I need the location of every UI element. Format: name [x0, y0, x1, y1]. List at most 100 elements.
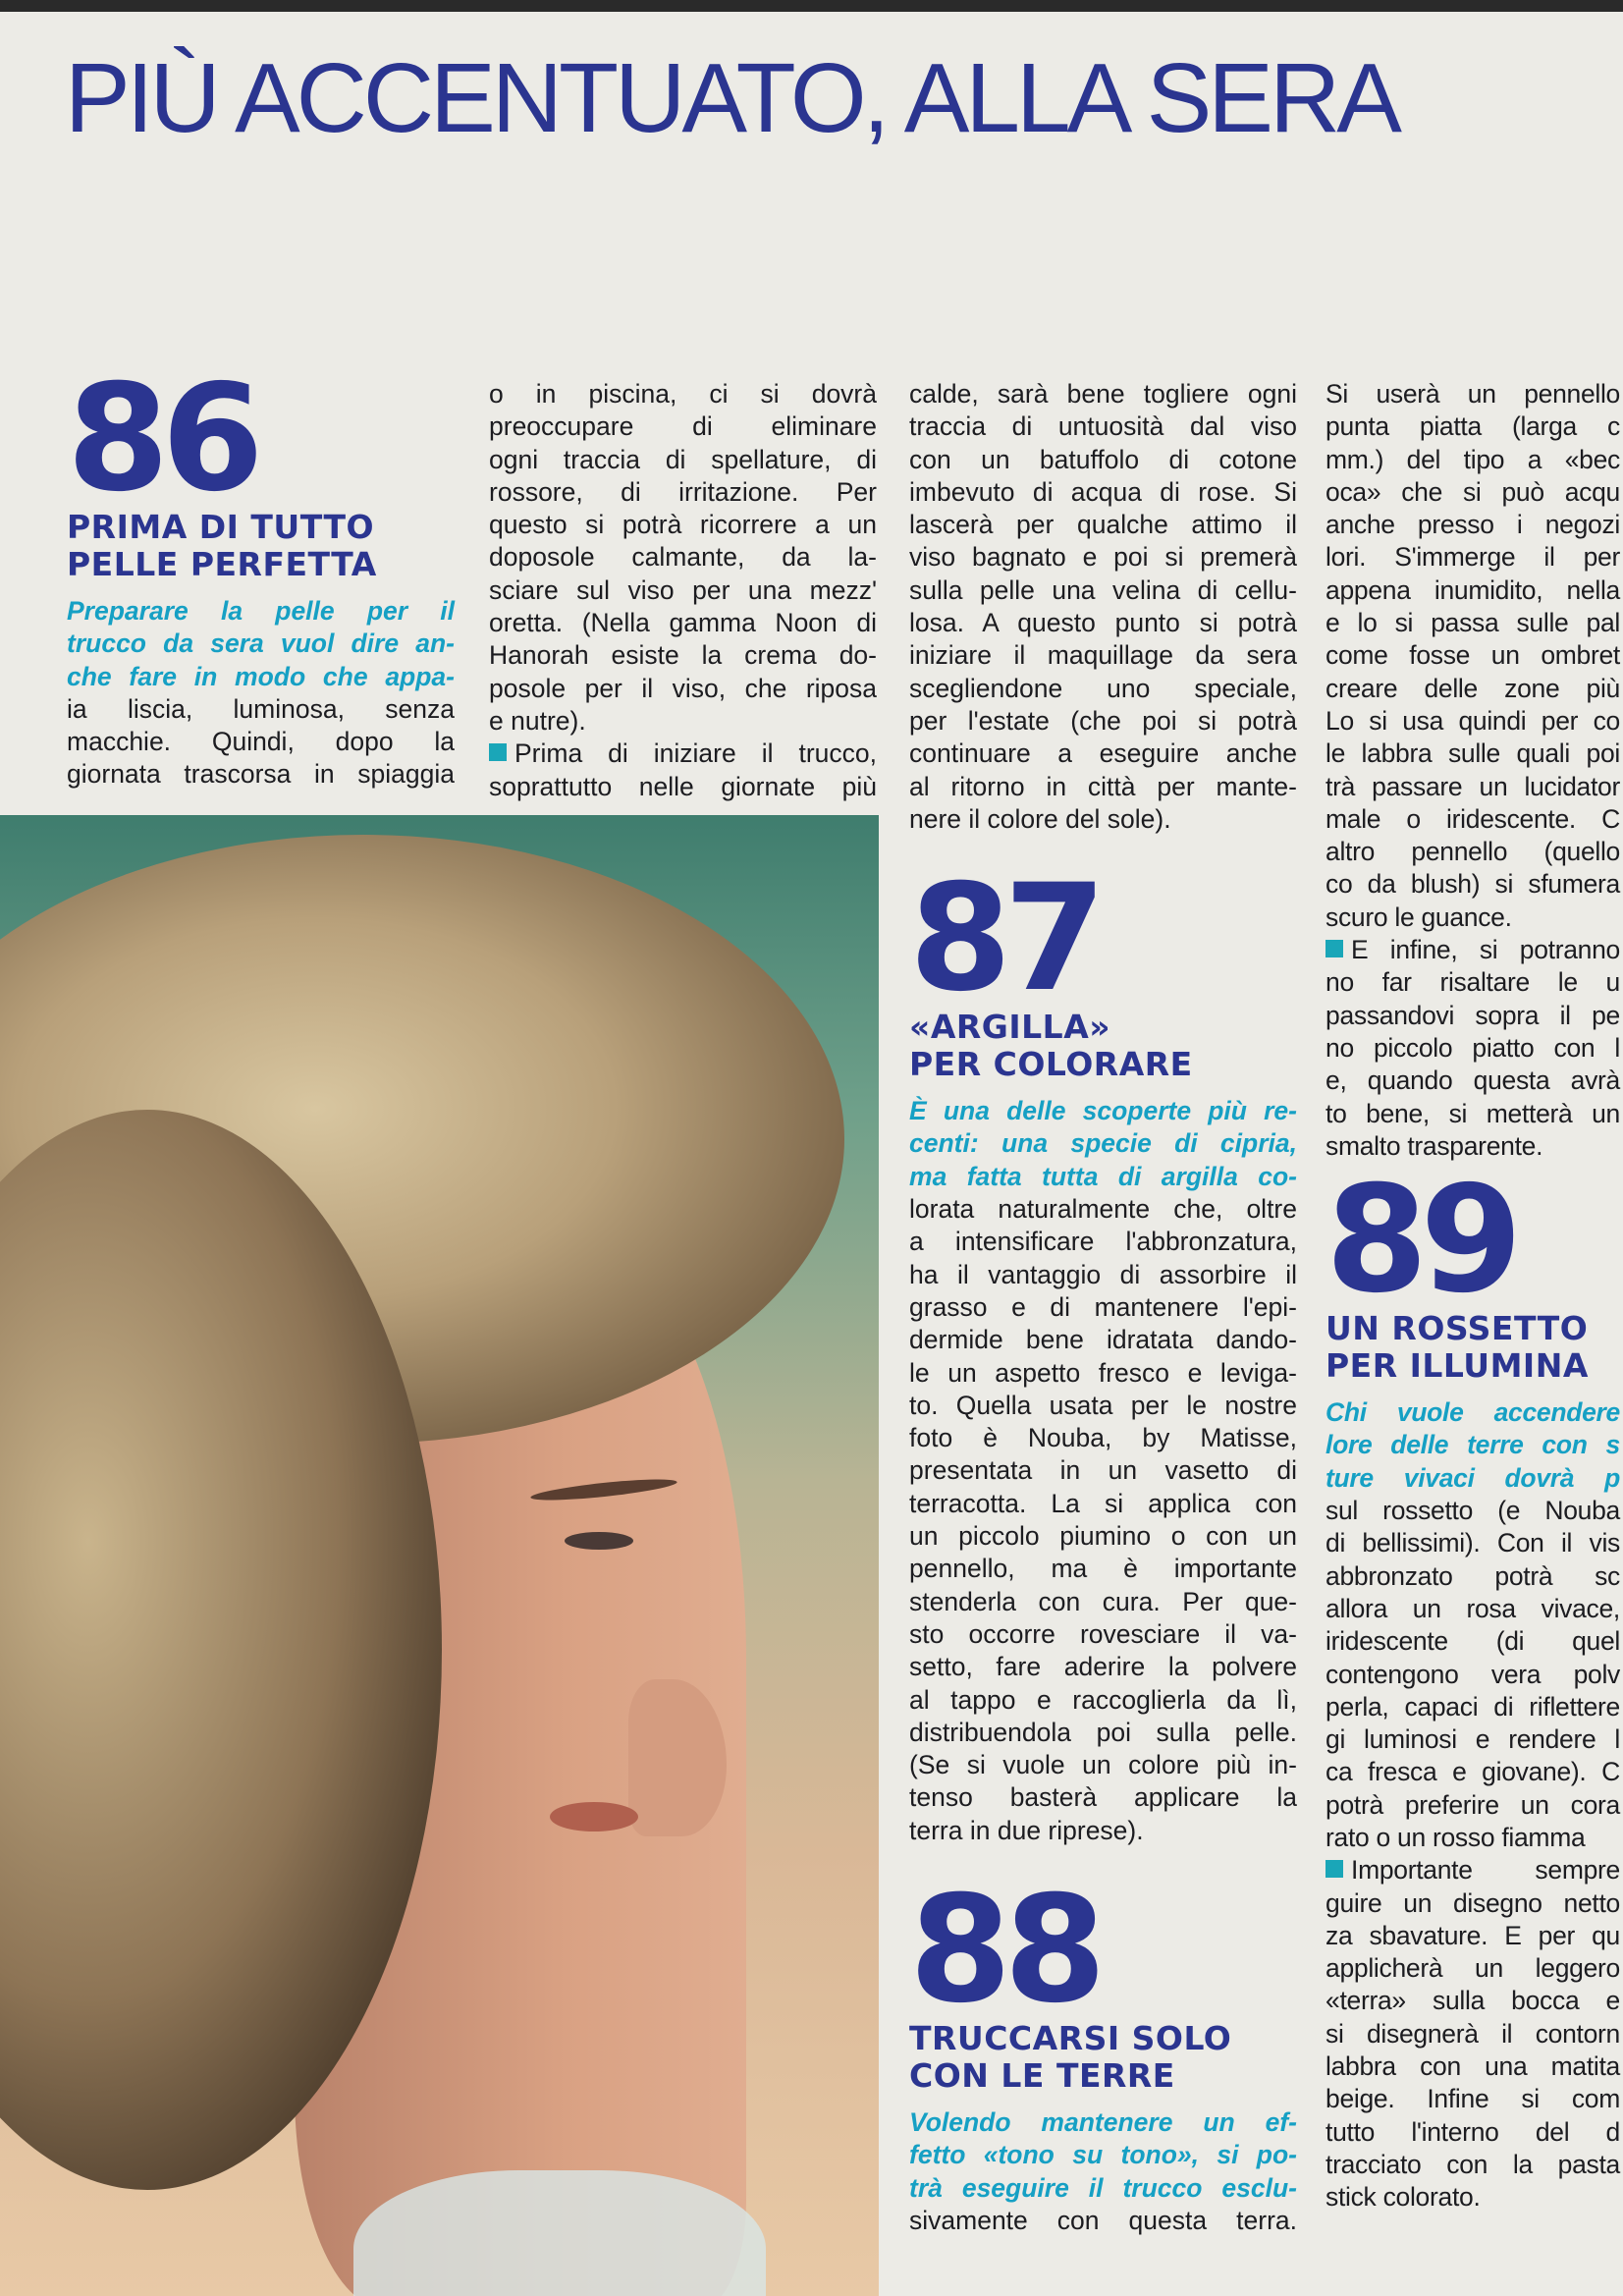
text-line: terra in due riprese).: [909, 1815, 1144, 1845]
text-line: al ritorno in città per mante-: [909, 771, 1297, 801]
text-line: posole per il viso, che riposa: [489, 673, 877, 703]
bullet-square-icon: [1325, 940, 1343, 958]
heading-line: PELLE PERFETTA: [67, 545, 377, 583]
text-line: tutto l'interno del d: [1325, 2116, 1620, 2147]
text-line: gi luminosi e rendere l: [1325, 1724, 1620, 1755]
text-line: rossore, di irritazione. Per: [489, 476, 877, 507]
section-86: 86 PRIMA DI TUTTO PELLE PERFETTA Preparar…: [67, 354, 455, 792]
text-line: sulla pelle una velina di cellu-: [909, 574, 1297, 605]
text-line: pennello, ma è importante: [909, 1554, 1297, 1584]
text-line: imbevuto di acqua di rose. Si: [909, 476, 1297, 507]
text-line: terracotta. La si applica con: [909, 1488, 1297, 1518]
section-intro: Chi vuole accendere lore delle terre con …: [1325, 1396, 1620, 1495]
text-line: Importante sempre: [1325, 1854, 1620, 1886]
text-line: perla, capaci di riflettere: [1325, 1691, 1620, 1722]
text-line: «terra» sulla bocca e: [1325, 1986, 1620, 2016]
text-span: Importante sempre: [1351, 1855, 1620, 1886]
text-line: no far risaltare le u: [1325, 967, 1620, 998]
text-line: ia liscia, luminosa, senza: [67, 693, 455, 724]
text-line: con un batuffolo di cotone: [909, 444, 1297, 474]
intro-line: centi: una specie di cipria,: [909, 1128, 1297, 1159]
text-line: tenso basterà applicare la: [909, 1782, 1297, 1813]
text-line: lascerà per qualche attimo il: [909, 510, 1297, 540]
text-line: Lo si usa quindi per co: [1325, 705, 1620, 736]
intro-line: ma fatta tutta di argilla co-: [909, 1161, 1297, 1191]
text-line: scegliendone uno speciale,: [909, 673, 1297, 703]
text-line: preoccupare di eliminare: [489, 411, 877, 442]
text-line: giornata trascorsa in spiaggia: [67, 759, 455, 790]
text-line: passandovi sopra il pe: [1325, 1000, 1620, 1030]
intro-line: Volendo mantenere un ef-: [909, 2106, 1297, 2137]
text-line: altro pennello (quello: [1325, 837, 1620, 867]
text-line: potrà preferire un cora: [1325, 1789, 1620, 1820]
text-line: applicherà un leggero: [1325, 1953, 1620, 1984]
column-3: calde, sarà bene togliere ogni traccia di…: [909, 378, 1297, 2237]
text-line: come fosse un ombret: [1325, 640, 1620, 671]
bullet-square-icon: [489, 743, 507, 762]
tip-number: 87: [909, 853, 1107, 1025]
section-88: 88 TRUCCARSI SOLO CON LE TERRE Volendo ma…: [909, 1864, 1297, 2237]
text-line: trà passare un lucidator: [1325, 771, 1620, 801]
column-text: sul rossetto (e Nouba di bellissimi). Con…: [1325, 1495, 1620, 2214]
tip-number: 86: [67, 354, 264, 524]
text-line: rato o un rosso fiamma: [1325, 1822, 1586, 1852]
section-intro: È una delle scoperte più re-centi: una s…: [909, 1095, 1297, 1193]
text-line: dermide bene idratata dando-: [909, 1325, 1297, 1355]
text-line: stick colorato.: [1325, 2182, 1481, 2213]
text-line: continuare a eseguire anche: [909, 738, 1297, 769]
section-89: 89 UN ROSSETTO PER ILLUMINA Chi vuole acc…: [1325, 1155, 1620, 2214]
text-line: al tappo e raccoglierla da lì,: [909, 1684, 1297, 1715]
intro-line: Chi vuole accendere: [1325, 1397, 1620, 1428]
text-line: oca» che si può acqu: [1325, 476, 1620, 507]
text-line: losa. A questo punto si potrà: [909, 608, 1297, 638]
tip-number: 88: [909, 1864, 1107, 2036]
text-line: creare delle zone più: [1325, 673, 1620, 703]
text-line: grasso e di mantenere l'epi-: [909, 1291, 1297, 1322]
text-line: ogni traccia di spellature, di: [489, 444, 877, 474]
intro-line: Preparare la pelle per il: [67, 596, 455, 626]
text-line: beige. Infine si com: [1325, 2084, 1620, 2114]
intro-line: fetto «tono su tono», si po-: [909, 2140, 1297, 2170]
text-line: soprattutto nelle giornate più: [489, 771, 877, 801]
intro-line: lore delle terre con s: [1325, 1430, 1620, 1460]
section-heading: PRIMA DI TUTTO PELLE PERFETTA: [67, 509, 455, 583]
text-line: lori. S'immerge il per: [1325, 542, 1620, 573]
text-line: scuro le guance.: [1325, 902, 1512, 932]
column-text: Si userà un pennello punta piatta (larga …: [1325, 378, 1620, 1163]
text-line: punta piatta (larga c: [1325, 411, 1620, 442]
heading-line: CON LE TERRE: [909, 2055, 1175, 2095]
heading-line: UN ROSSETTO: [1325, 1309, 1589, 1348]
text-line: anche presso i negozi: [1325, 510, 1620, 540]
text-line: allora un rosa vivace,: [1325, 1593, 1620, 1623]
text-line: e nutre).: [489, 705, 586, 736]
text-line: sul rossetto (e Nouba: [1325, 1496, 1620, 1526]
text-line: doposole calmante, da la-: [489, 542, 877, 573]
text-line: macchie. Quindi, dopo la: [67, 727, 455, 757]
text-line: stenderla con cura. Per que-: [909, 1586, 1297, 1616]
column-4: Si userà un pennello punta piatta (larga …: [1325, 378, 1620, 2214]
text-line: labbra con una matita: [1325, 2051, 1620, 2082]
text-line: appena inumidito, nella: [1325, 574, 1620, 605]
column-text: o in piscina, ci si dovrà preoccupare di …: [489, 378, 877, 803]
page-title: PIÙ ACCENTUATO, ALLA SERA: [65, 43, 1402, 153]
text-line: foto è Nouba, by Matisse,: [909, 1423, 1297, 1453]
text-line: oretta. (Nella gamma Noon di: [489, 608, 877, 638]
text-line: abbronzato potrà sc: [1325, 1560, 1620, 1591]
section-intro: Preparare la pelle per il trucco da sera …: [67, 595, 455, 693]
text-span: Prima di iniziare il trucco,: [514, 738, 877, 769]
heading-line: PRIMA DI TUTTO: [67, 508, 375, 546]
text-line: sto occorre rovesciare il va-: [909, 1618, 1297, 1649]
column-1: 86 PRIMA DI TUTTO PELLE PERFETTA Preparar…: [67, 354, 455, 792]
text-span: E infine, si potranno: [1351, 935, 1620, 965]
bullet-square-icon: [1325, 1860, 1343, 1879]
text-line: iridescente (di quel: [1325, 1626, 1620, 1657]
text-line: Prima di iniziare il trucco,: [489, 738, 877, 770]
text-line: un piccolo piumino o con un: [909, 1521, 1297, 1552]
section-87: 87 «ARGILLA» PER COLORARE È una delle sco…: [909, 853, 1297, 1847]
text-line: guire un disegno netto: [1325, 1887, 1620, 1918]
text-line: e, quando questa avrà: [1325, 1066, 1620, 1096]
tip-number: 89: [1325, 1155, 1523, 1327]
text-line: za sbavature. E per qu: [1325, 1920, 1620, 1950]
text-line: presentata in un vasetto di: [909, 1455, 1297, 1486]
column-text: calde, sarà bene togliere ogni traccia di…: [909, 378, 1297, 836]
